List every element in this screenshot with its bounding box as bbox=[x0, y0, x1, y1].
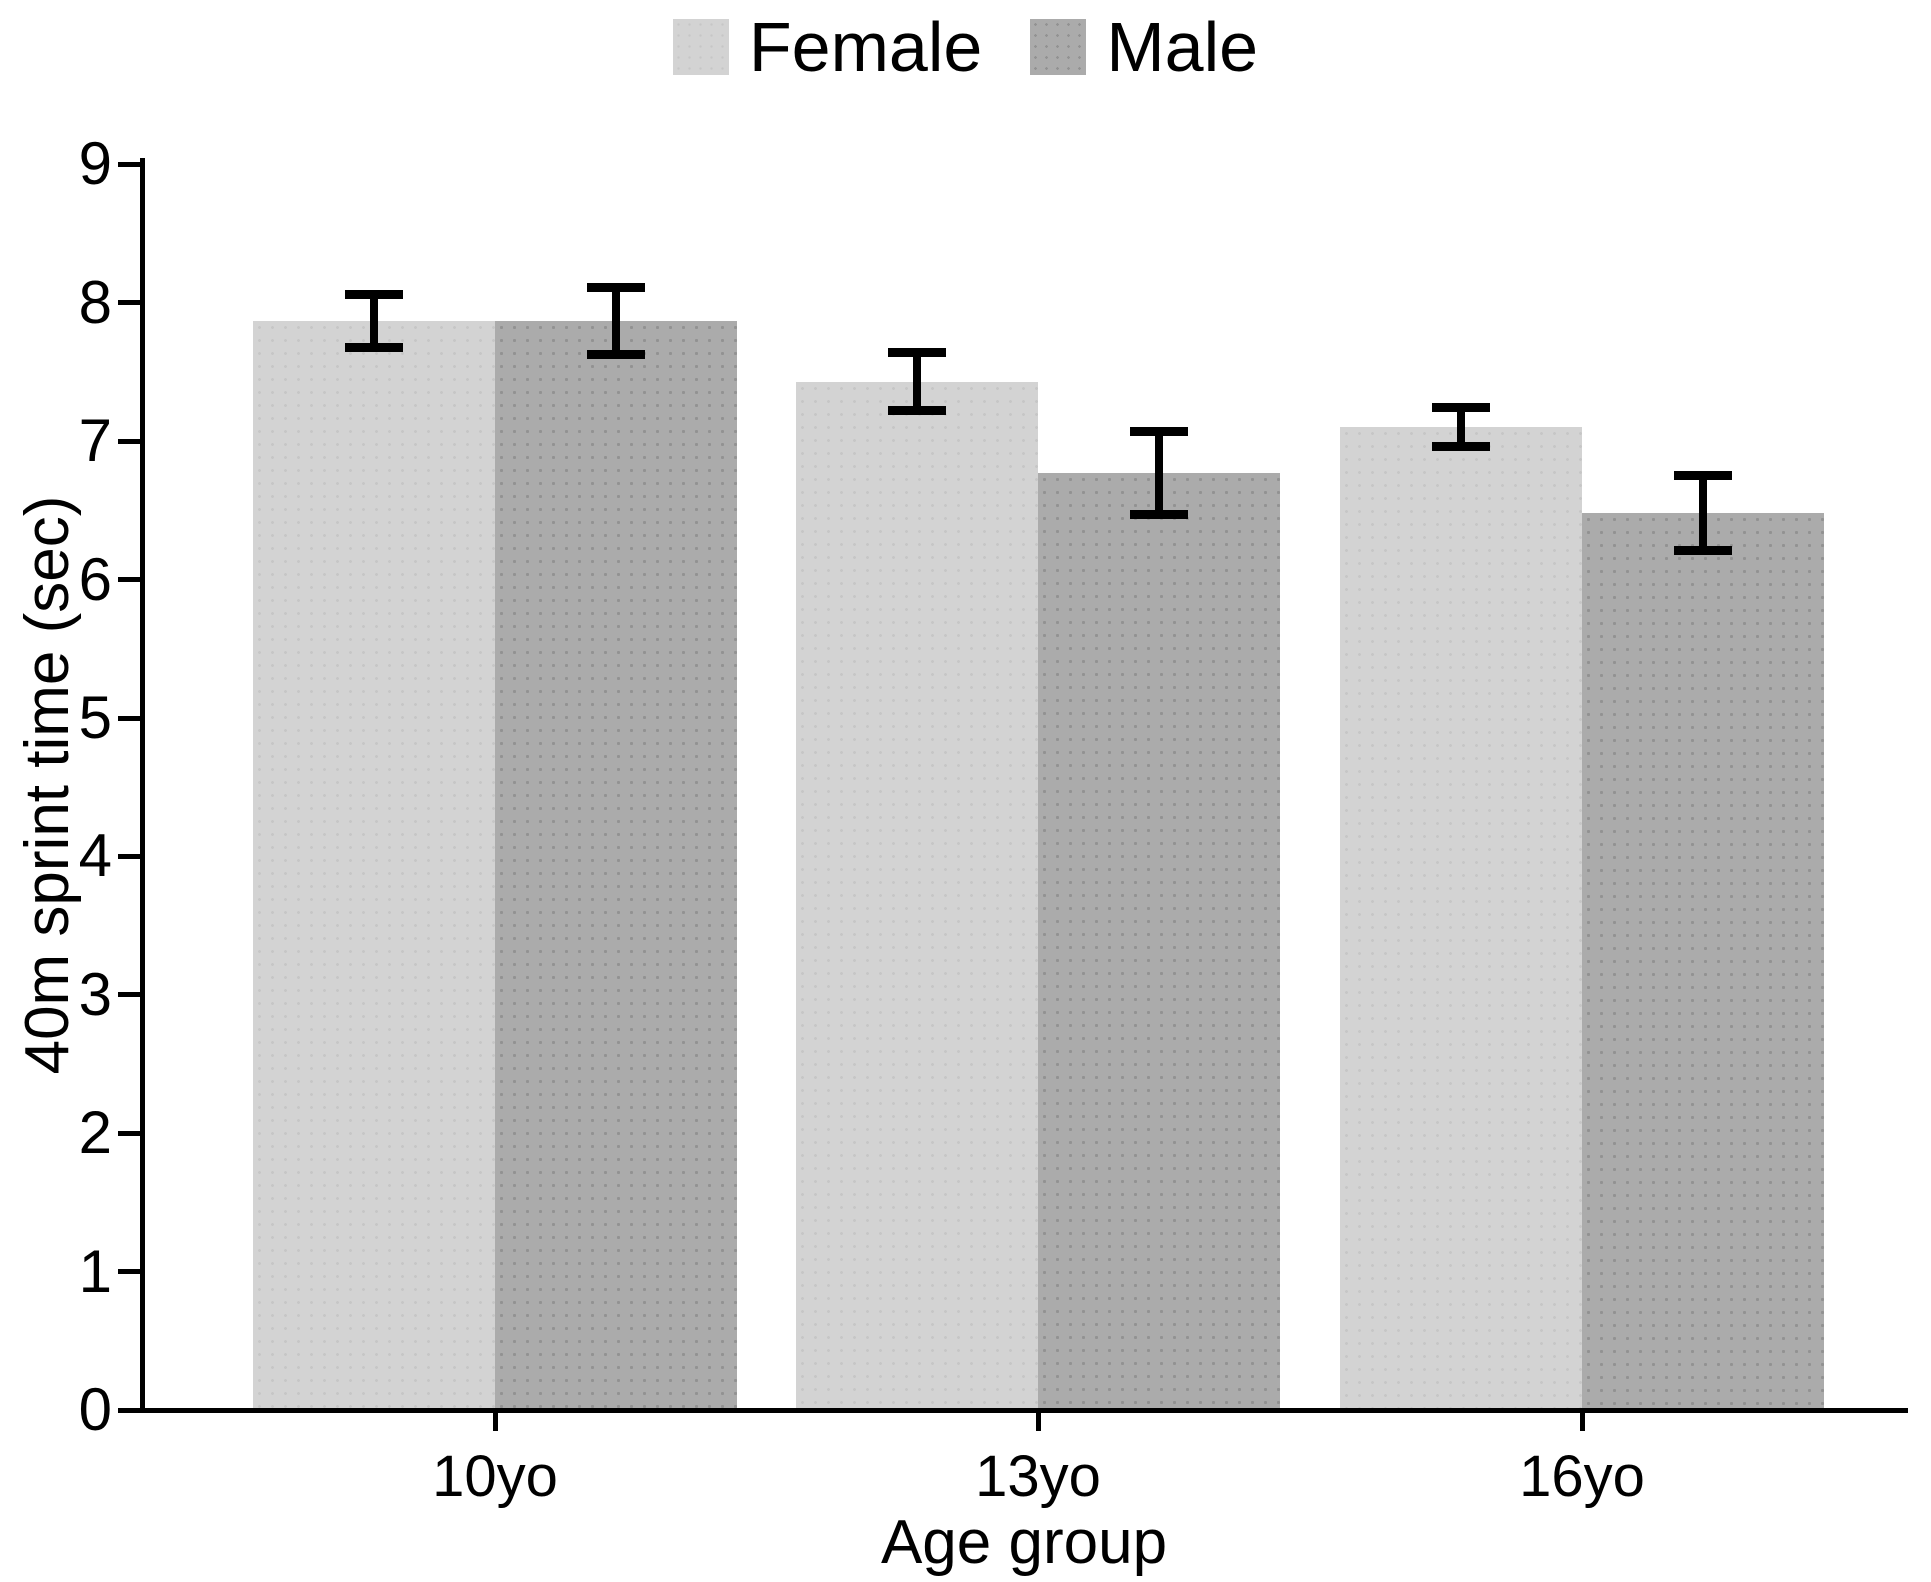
y-tick bbox=[118, 1130, 140, 1136]
bar-male-10yo bbox=[495, 320, 737, 1410]
bar-female-16yo bbox=[1340, 427, 1582, 1410]
x-axis-title: Age group bbox=[880, 1508, 1168, 1577]
legend-label-female: Female bbox=[748, 8, 983, 86]
y-tick-label: 1 bbox=[78, 1237, 112, 1305]
error-bar-cap-top bbox=[1432, 403, 1490, 413]
legend: Female Male bbox=[0, 12, 1931, 82]
y-tick-label: 0 bbox=[78, 1376, 112, 1443]
x-tick bbox=[1579, 1413, 1585, 1431]
error-bar-line bbox=[1457, 407, 1465, 447]
y-tick-label: 8 bbox=[78, 268, 112, 336]
legend-label-male: Male bbox=[1106, 8, 1259, 86]
legend-item-female: Female bbox=[672, 8, 983, 86]
y-tick-label: 2 bbox=[78, 1099, 112, 1167]
error-bar-cap-bottom bbox=[587, 349, 645, 359]
y-tick bbox=[118, 1269, 140, 1275]
error-bar-cap-bottom bbox=[345, 342, 403, 352]
y-tick-label: 3 bbox=[78, 960, 112, 1028]
x-tick-label-13yo: 13yo bbox=[975, 1444, 1101, 1509]
y-axis-line bbox=[140, 158, 145, 1413]
bar-female-13yo bbox=[796, 381, 1038, 1410]
error-bar-cap-bottom bbox=[1130, 510, 1188, 520]
error-bar-cap-top bbox=[345, 289, 403, 299]
bar-male-13yo bbox=[1038, 473, 1280, 1410]
error-bar-cap-top bbox=[1130, 427, 1188, 436]
legend-swatch-male bbox=[1030, 19, 1087, 75]
legend-swatch-female bbox=[672, 19, 729, 75]
bar-male-16yo bbox=[1582, 513, 1824, 1410]
x-axis-line bbox=[140, 1408, 1908, 1413]
y-tick-label: 6 bbox=[78, 545, 112, 613]
error-bar-line bbox=[913, 352, 921, 411]
error-bar-line bbox=[612, 287, 620, 354]
bar-female-10yo bbox=[253, 320, 495, 1410]
error-bar-cap-bottom bbox=[1674, 546, 1732, 556]
error-bar-cap-bottom bbox=[1432, 442, 1490, 452]
y-tick-label: 7 bbox=[78, 407, 112, 475]
error-bar-line bbox=[1155, 431, 1163, 515]
y-tick bbox=[118, 715, 140, 721]
y-tick bbox=[118, 300, 140, 306]
y-tick bbox=[118, 1407, 140, 1413]
legend-item-male: Male bbox=[1030, 12, 1258, 82]
y-tick-label: 4 bbox=[78, 822, 112, 890]
error-bar-cap-bottom bbox=[888, 406, 946, 416]
error-bar-line bbox=[1699, 475, 1707, 551]
x-tick-label-16yo: 16yo bbox=[1519, 1444, 1645, 1509]
y-tick bbox=[118, 577, 140, 583]
y-axis-title: 40m sprint time (sec) bbox=[13, 495, 82, 1075]
error-bar-cap-top bbox=[1674, 471, 1732, 481]
x-tick-label-10yo: 10yo bbox=[432, 1444, 558, 1509]
error-bar-cap-top bbox=[587, 283, 645, 293]
error-bar-line bbox=[370, 294, 378, 348]
y-tick bbox=[118, 161, 140, 167]
x-tick bbox=[1035, 1413, 1041, 1431]
x-tick bbox=[492, 1413, 498, 1431]
y-tick-label: 9 bbox=[78, 130, 112, 198]
y-tick-label: 5 bbox=[78, 684, 112, 751]
y-tick bbox=[118, 438, 140, 444]
y-tick bbox=[118, 992, 140, 998]
y-tick bbox=[118, 853, 140, 859]
error-bar-cap-top bbox=[888, 348, 946, 358]
